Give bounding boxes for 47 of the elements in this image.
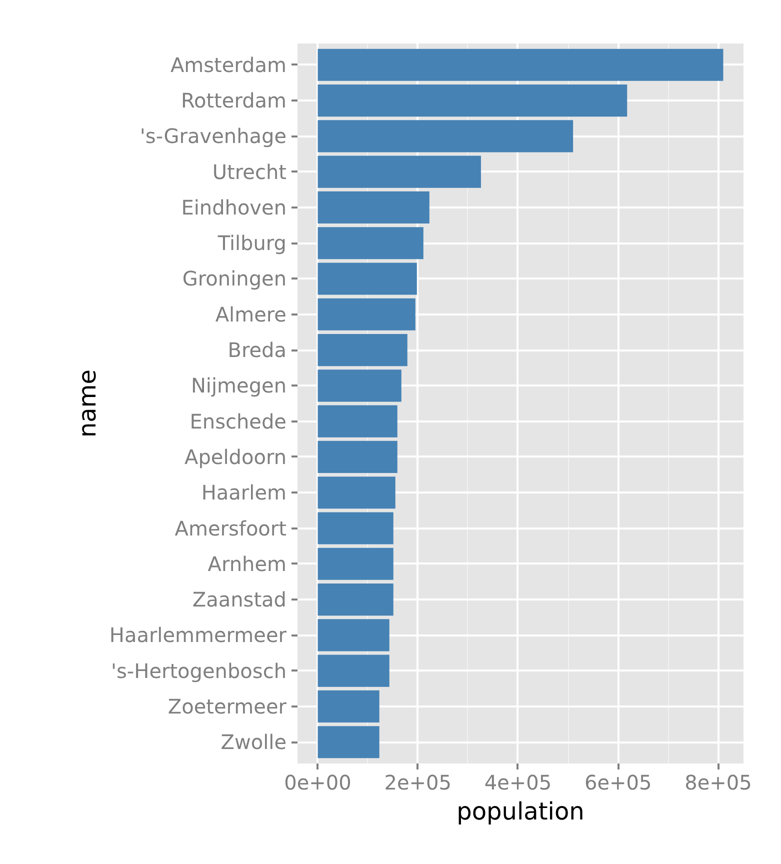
y-tick-label: Groningen [182,266,287,291]
y-tick-label: Eindhoven [181,195,287,220]
bar [318,584,394,616]
bar [318,690,380,723]
x-tick-label: 6e+05 [584,770,652,794]
y-tick-label: Rotterdam [180,88,287,113]
bar [318,476,396,509]
bar [318,440,398,474]
y-tick-label: Amsterdam [170,52,287,77]
bar [318,227,424,260]
y-tick-label: Tilburg [216,231,287,256]
bar [318,619,390,652]
bar [318,120,574,152]
y-tick-label: Utrecht [212,160,287,184]
y-tick-label: Haarlemmermeer [109,623,288,648]
y-tick-label: Zwolle [220,730,287,754]
y-tick-label: Arnhem [208,552,287,576]
x-tick-label: 0e+00 [284,770,352,794]
y-tick-label: Haarlem [201,480,287,505]
bar [318,48,724,81]
bar [318,334,408,366]
bar [318,726,380,758]
y-tick-label: Zaanstad [192,588,287,612]
y-tick-label: Nijmegen [190,374,287,398]
bar [318,262,417,295]
x-tick-label: 4e+05 [484,770,552,794]
x-axis-title: population [456,798,584,826]
bar [318,191,430,224]
y-tick-label: 's-Gravenhage [140,124,286,148]
y-tick-label: Zoetermeer [168,694,288,718]
bar [318,370,402,402]
bar [318,298,416,330]
y-axis-title: name [73,369,102,438]
bar [318,654,390,687]
y-tick-label: Amersfoort [174,516,287,540]
bar [318,84,628,117]
y-tick-label: 's-Hertogenbosch [111,658,287,683]
y-tick-label: Enschede [190,409,287,434]
x-tick-label: 8e+05 [684,770,752,794]
y-tick-label: Almere [215,302,287,326]
bar [318,156,481,188]
y-tick-label: Apeldoorn [184,444,286,469]
x-tick-label: 2e+05 [384,770,452,794]
bar [318,512,394,544]
bar [318,405,398,438]
y-tick-label: Breda [228,338,287,362]
bar [318,548,394,580]
